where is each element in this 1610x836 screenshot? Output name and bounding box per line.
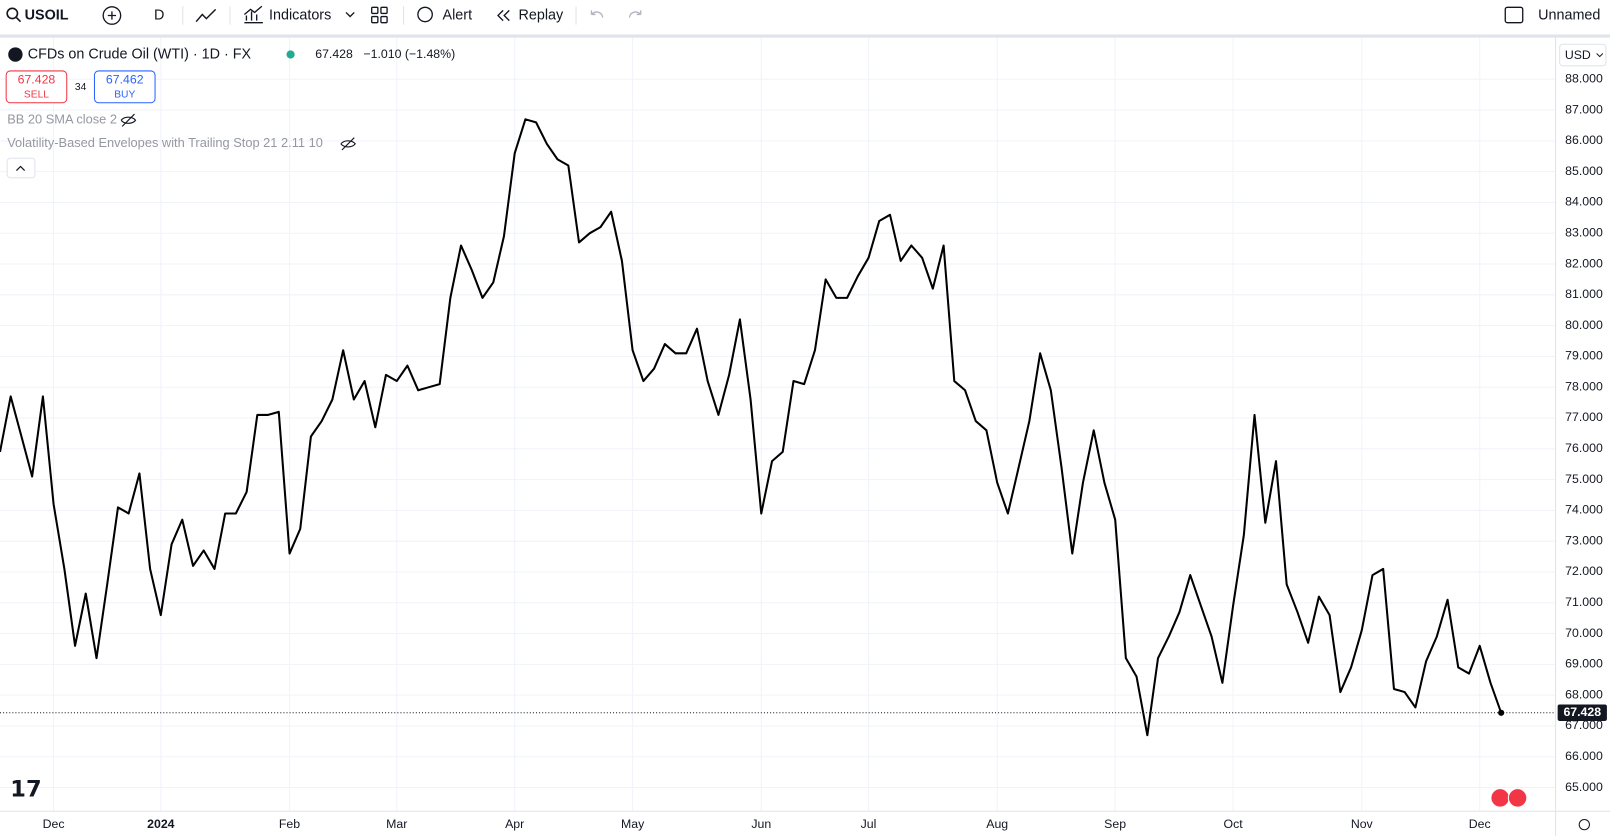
price-line (0, 118, 1503, 737)
y-tick-label: 72.000 (1565, 564, 1603, 578)
price-change: −1.010 (−1.48%) (363, 47, 455, 61)
y-tick-label: 88.000 (1565, 72, 1603, 86)
y-tick-label: 75.000 (1565, 472, 1603, 486)
indicator-label[interactable]: BB 20 SMA close 2 (7, 112, 117, 127)
y-tick-label: 70.000 (1565, 626, 1603, 640)
y-tick-label: 68.000 (1565, 687, 1603, 701)
indicators-icon (243, 5, 263, 24)
y-tick-label: 71.000 (1565, 595, 1603, 609)
collapse-icon (15, 165, 26, 171)
y-tick-label: 81.000 (1565, 287, 1603, 301)
indicator-label[interactable]: Volatility-Based Envelopes with Trailing… (7, 135, 323, 150)
last-point (1498, 709, 1505, 716)
replay-icon (497, 9, 510, 22)
add-symbol[interactable] (102, 6, 122, 25)
alert[interactable]: Alert (443, 7, 473, 23)
y-tick-label: 77.000 (1565, 410, 1603, 424)
dropdown[interactable] (345, 11, 355, 18)
x-tick-label: Dec (43, 817, 65, 831)
chart-type[interactable] (195, 8, 217, 23)
x-tick-label: Oct (1224, 817, 1244, 831)
y-tick-label: 67.000 (1565, 718, 1603, 732)
symbol[interactable]: USOIL (25, 7, 69, 23)
event-flag[interactable] (1490, 788, 1510, 808)
y-tick-label: 74.000 (1565, 503, 1603, 517)
x-tick-label: Aug (986, 817, 1008, 831)
x-tick-label: Nov (1351, 817, 1374, 831)
spread: 34 (75, 82, 87, 93)
y-tick-label: 86.000 (1565, 133, 1603, 147)
redo[interactable] (628, 10, 642, 18)
hidden-icon[interactable] (120, 113, 137, 127)
replay[interactable]: Replay (519, 7, 565, 23)
indicators[interactable]: Indicators (269, 7, 331, 23)
collapse-legend[interactable] (6, 157, 36, 179)
grid-layer (0, 37, 1556, 812)
interval[interactable]: D (154, 7, 164, 23)
currency: USD (1565, 48, 1591, 62)
x-tick-label: Apr (505, 817, 524, 831)
hidden-icon[interactable] (340, 137, 356, 151)
buy-price: 67.462 (106, 72, 144, 86)
toolbar (0, 0, 1610, 36)
sell-price: 67.428 (18, 72, 56, 86)
sell-label: SELL (24, 89, 49, 100)
y-tick-label: 66.000 (1565, 749, 1603, 763)
y-tick-label: 83.000 (1565, 225, 1603, 239)
y-tick-label: 65.000 (1565, 780, 1603, 794)
x-tick-label: Feb (279, 817, 300, 831)
last-price-label: 67.428 (1563, 705, 1601, 719)
x-tick-label: 2024 (147, 817, 175, 831)
symbol-logo (8, 47, 23, 62)
x-tick-label: Sep (1104, 817, 1126, 831)
logo: 𝟭𝟳 (10, 777, 41, 802)
x-tick-label: Mar (386, 817, 407, 831)
layout-name[interactable]: Unnamed (1538, 7, 1600, 23)
last-price-box (1557, 704, 1607, 721)
y-tick-label: 84.000 (1565, 195, 1603, 209)
x-tick-label: May (621, 817, 645, 831)
x-tick-label: Dec (1469, 817, 1491, 831)
alert-icon (417, 6, 433, 23)
currency-button[interactable] (1559, 43, 1607, 67)
buy-button[interactable] (93, 70, 156, 104)
y-tick-label: 80.000 (1565, 318, 1603, 332)
dropdown (1596, 53, 1604, 58)
event-flag[interactable] (1507, 788, 1528, 808)
y-tick-label: 85.000 (1565, 164, 1603, 178)
x-tick-label: Jun (751, 817, 771, 831)
last-price: 67.428 (315, 47, 353, 61)
search-icon[interactable] (6, 7, 19, 20)
y-tick-label: 87.000 (1565, 102, 1603, 116)
y-tick-label: 79.000 (1565, 349, 1603, 363)
buy-label: BUY (114, 89, 135, 100)
y-tick-label: 73.000 (1565, 533, 1603, 547)
y-tick-label: 82.000 (1565, 256, 1603, 270)
layout-icon[interactable] (1504, 6, 1524, 24)
y-tick-label: 76.000 (1565, 441, 1603, 455)
search-icon-handle (15, 16, 22, 23)
instrument: CFDs on Crude Oil (WTI) · 1D · FX (28, 46, 252, 62)
x-tick-label: Jul (861, 817, 877, 831)
undo[interactable] (590, 10, 604, 18)
market-status (286, 50, 295, 59)
sell-button[interactable] (5, 70, 68, 104)
add-symbol-plus (107, 11, 117, 20)
templates-icon[interactable] (371, 6, 388, 24)
settings-icon[interactable] (1578, 818, 1590, 831)
y-tick-label: 78.000 (1565, 379, 1603, 393)
y-tick-label: 69.000 (1565, 657, 1603, 671)
